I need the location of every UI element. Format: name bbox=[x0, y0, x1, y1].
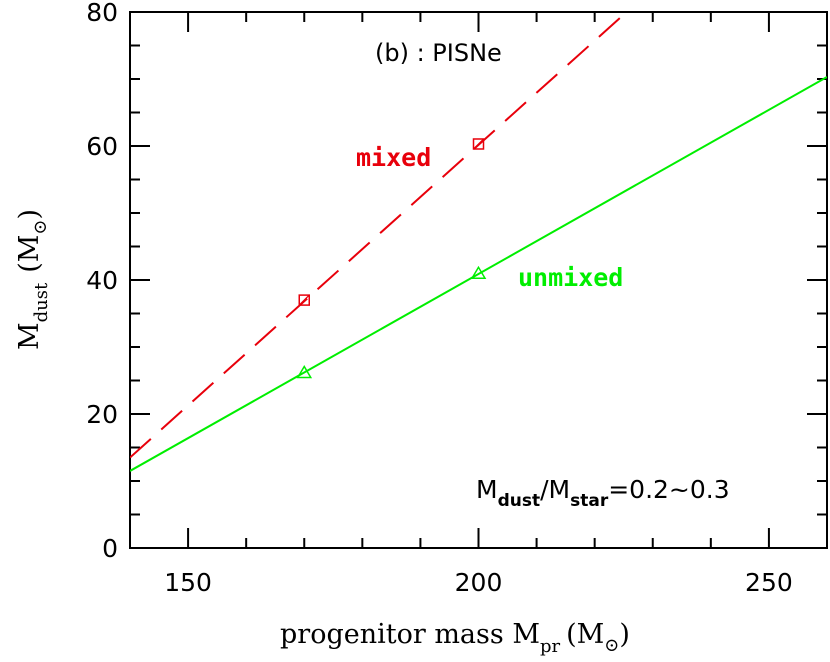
x-axis-title-main: progenitor mass M bbox=[280, 619, 540, 650]
y-axis-title-main: M bbox=[14, 322, 45, 350]
plot-frame bbox=[129, 11, 828, 549]
x-axis-title-unit-open: (M bbox=[566, 619, 604, 650]
ratio-m: M bbox=[476, 475, 498, 504]
marker-mixed bbox=[472, 138, 485, 150]
x-axis-title-unit-sub: ⊙ bbox=[604, 635, 619, 656]
y-axis-title-sub: dust bbox=[31, 282, 52, 322]
series-label-unmixed: unmixed bbox=[518, 263, 623, 292]
x-axis-title-unit-close: ) bbox=[619, 619, 630, 650]
series-lines bbox=[130, 12, 827, 472]
x-tick-label: 250 bbox=[745, 568, 793, 597]
y-tick-label: 0 bbox=[102, 534, 118, 563]
ratio-star: star bbox=[570, 491, 609, 511]
axis-ticks: 150 200 250 0 20 40 60 80 bbox=[86, 0, 828, 597]
series-line-unmixed bbox=[130, 76, 827, 472]
marker-unmixed bbox=[296, 364, 313, 379]
marker-mixed bbox=[298, 294, 310, 306]
y-tick-label: 20 bbox=[86, 400, 118, 429]
x-tick-label: 200 bbox=[455, 568, 503, 597]
series-label-mixed: mixed bbox=[356, 143, 431, 172]
ratio-annotation: Mdust/Mstar=0.2~0.3 bbox=[476, 475, 730, 511]
y-tick-label: 80 bbox=[86, 0, 118, 27]
x-axis-title-sub: pr bbox=[540, 636, 561, 657]
ratio-dust: dust bbox=[498, 491, 541, 511]
y-axis-title: Mdust (M⊙) bbox=[14, 209, 52, 350]
marker-unmixed bbox=[470, 265, 487, 280]
chart-title: (b) : PISNe bbox=[375, 39, 502, 67]
x-axis-title: progenitor mass Mpr (M⊙) bbox=[280, 619, 630, 657]
series-markers bbox=[296, 138, 487, 379]
y-tick-label: 60 bbox=[86, 132, 118, 161]
ratio-slash: /M bbox=[540, 475, 570, 504]
y-axis-title-unit-sub: ⊙ bbox=[30, 219, 51, 234]
y-tick-label: 40 bbox=[86, 266, 118, 295]
series-line-mixed bbox=[130, 12, 628, 459]
y-axis-title-unit-close: ) bbox=[14, 209, 45, 220]
y-axis-title-unit-open: (M bbox=[14, 235, 45, 273]
x-tick-label: 150 bbox=[164, 568, 212, 597]
ratio-value: =0.2~0.3 bbox=[608, 475, 729, 504]
